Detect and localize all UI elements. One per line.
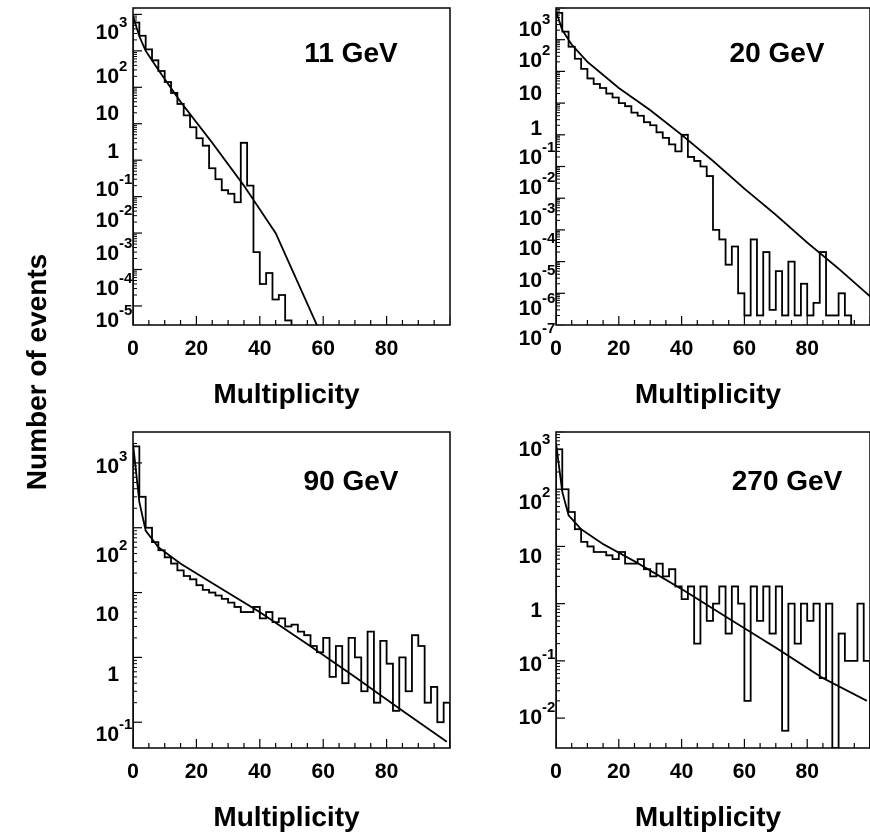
y-tick-exponent: 2 (542, 42, 550, 59)
y-tick-exponent: -1 (119, 171, 132, 188)
x-tick-label: 0 (550, 337, 562, 360)
y-tick-label: 10 (519, 545, 542, 568)
x-tick-label: 40 (248, 337, 271, 360)
panel-title: 20 GeV (730, 37, 825, 68)
x-tick-label: 0 (127, 337, 139, 360)
y-tick-label: 10 (519, 146, 542, 169)
histogram-series (556, 12, 853, 325)
y-tick-label: 10 (96, 102, 119, 125)
y-tick-exponent: -1 (542, 646, 555, 663)
y-tick-exponent: -6 (542, 290, 555, 307)
y-tick-label: 10 (519, 438, 542, 461)
y-tick-label: 10 (96, 544, 119, 567)
x-tick-label: 40 (670, 760, 693, 783)
y-tick-exponent: 2 (542, 484, 550, 501)
y-tick-label: 10 (96, 242, 119, 265)
y-tick-exponent: -3 (119, 235, 132, 252)
y-tick-label: 1 (530, 117, 542, 140)
y-tick-exponent: 3 (542, 431, 550, 448)
y-tick-exponent: -5 (119, 302, 132, 319)
panel-title: 270 GeV (732, 465, 843, 496)
fit-curve (556, 10, 870, 298)
y-tick-label: 10 (96, 65, 119, 88)
x-tick-label: 80 (796, 337, 819, 360)
y-axis-label: Number of events (21, 254, 52, 491)
x-tick-label: 40 (248, 760, 271, 783)
y-tick-label: 1 (107, 140, 119, 163)
x-tick-label: 40 (670, 337, 693, 360)
y-tick-label: 10 (519, 207, 542, 230)
y-tick-label: 1 (107, 663, 119, 686)
y-tick-label: 10 (96, 309, 119, 332)
y-tick-label: 10 (96, 277, 119, 300)
y-tick-label: 10 (519, 18, 542, 41)
y-tick-label: 10 (519, 176, 542, 199)
panel-title: 90 GeV (304, 465, 399, 496)
y-tick-exponent: 3 (119, 448, 127, 465)
panel-title: 11 GeV (304, 37, 398, 68)
y-tick-exponent: 3 (542, 11, 550, 28)
y-tick-label: 1 (530, 599, 542, 622)
y-tick-label: 10 (519, 297, 542, 320)
x-axis-label: Multiplicity (635, 801, 782, 832)
y-tick-label: 10 (519, 269, 542, 292)
y-tick-label: 10 (519, 327, 542, 350)
y-tick-exponent: 2 (119, 58, 127, 75)
y-tick-label: 10 (96, 723, 119, 746)
plot-frame (132, 7, 451, 326)
x-tick-label: 60 (312, 760, 335, 783)
plot-frame (132, 431, 451, 749)
x-tick-label: 0 (550, 760, 562, 783)
x-tick-label: 80 (375, 760, 398, 783)
y-tick-label: 10 (96, 455, 119, 478)
x-axis-label: Multiplicity (213, 378, 360, 409)
y-tick-exponent: -4 (119, 270, 133, 287)
y-tick-exponent: -2 (119, 202, 132, 219)
y-tick-label: 10 (519, 82, 542, 105)
x-axis-label: Multiplicity (635, 378, 782, 409)
x-tick-label: 20 (607, 337, 630, 360)
x-tick-label: 0 (127, 760, 139, 783)
y-tick-exponent: 2 (119, 537, 127, 554)
y-tick-label: 10 (519, 49, 542, 72)
y-tick-exponent: 3 (119, 14, 127, 31)
y-tick-exponent: -2 (542, 699, 555, 716)
y-tick-label: 10 (519, 237, 542, 260)
histogram-series (133, 21, 293, 325)
y-tick-exponent: -2 (542, 169, 555, 186)
y-tick-label: 10 (519, 491, 542, 514)
y-tick-exponent: -1 (119, 716, 132, 733)
x-tick-label: 20 (185, 337, 208, 360)
fit-curve (556, 442, 868, 702)
y-tick-label: 10 (96, 209, 119, 232)
y-tick-label: 10 (96, 21, 119, 44)
y-tick-exponent: -3 (542, 200, 555, 217)
x-tick-label: 60 (733, 337, 756, 360)
x-tick-label: 80 (796, 760, 819, 783)
x-axis-label: Multiplicity (213, 801, 360, 832)
histogram-series (556, 448, 870, 748)
x-tick-label: 20 (185, 760, 208, 783)
x-tick-label: 60 (312, 337, 335, 360)
y-tick-label: 10 (519, 706, 542, 729)
y-tick-exponent: -1 (542, 139, 555, 156)
y-tick-label: 10 (96, 178, 119, 201)
y-tick-exponent: -7 (542, 320, 555, 337)
y-tick-label: 10 (519, 653, 542, 676)
x-tick-label: 20 (607, 760, 630, 783)
x-tick-label: 80 (375, 337, 398, 360)
y-tick-exponent: -5 (542, 262, 555, 279)
y-tick-exponent: -4 (542, 230, 556, 247)
fit-curve (133, 15, 318, 325)
fit-curve (133, 443, 448, 743)
histogram-series (133, 445, 450, 748)
x-tick-label: 60 (733, 760, 756, 783)
y-tick-label: 10 (96, 603, 119, 626)
